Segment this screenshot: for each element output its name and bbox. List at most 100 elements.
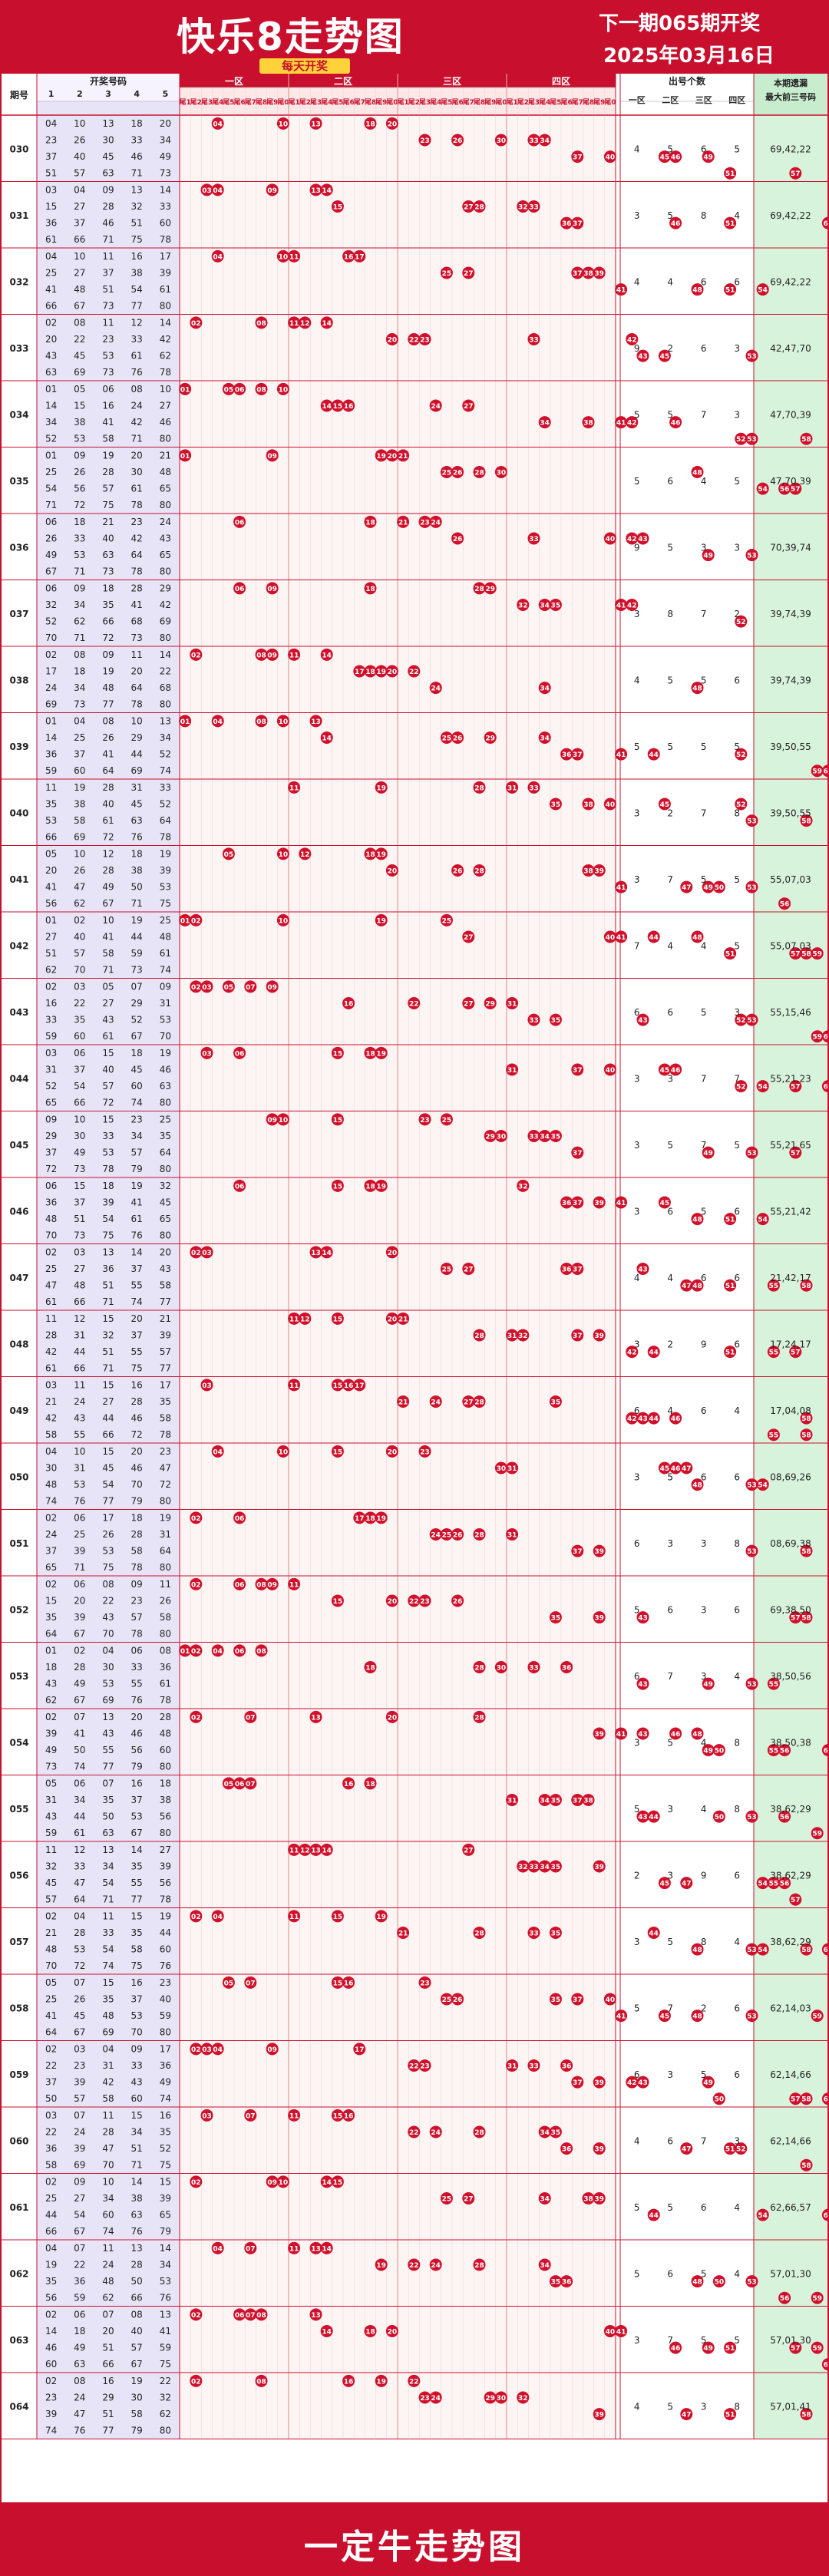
draw-number: 36 [45,218,57,229]
draw-number: 63 [102,550,114,560]
draw-number: 40 [160,1993,171,2004]
number-ball-label: 57 [791,1349,801,1357]
zone-header: 三区 [443,76,461,87]
number-ball [299,1843,312,1856]
number-ball-label: 27 [464,1266,474,1273]
draw-number: 06 [102,384,114,395]
zone-count: 5 [667,210,673,221]
number-ball [658,349,671,362]
zone-count: 5 [734,940,740,951]
number-ball [484,731,497,744]
draw-number: 32 [45,599,57,610]
number-ball-label: 46 [671,2345,681,2353]
draw-number: 10 [160,384,171,395]
number-ball-label: 05 [224,386,234,394]
number-ball-label: 05 [224,1781,234,1788]
number-ball [418,1594,431,1607]
number-ball [636,1810,649,1823]
draw-number: 67 [74,2226,85,2237]
draw-number: 05 [45,1977,57,1988]
number-ball-label: 07 [246,984,256,992]
number-ball [582,416,595,429]
zone-count: 8 [734,1538,740,1549]
number-ball [767,1677,780,1690]
number-ball-label: 01 [180,917,190,925]
zone-count: 8 [667,609,673,619]
number-ball-label: 37 [573,1548,583,1556]
number-ball-label: 04 [213,187,223,195]
draw-number: 77 [160,1296,171,1307]
number-ball [593,1727,606,1740]
number-ball-label: 04 [213,1648,223,1656]
draw-number: 34 [102,2193,114,2204]
number-ball-label: 10 [279,2179,289,2187]
number-ball-label: 03 [202,187,212,195]
missing-header-line2: 最大前三号码 [765,91,816,102]
draw-number: 71 [102,965,114,976]
number-ball [538,1793,551,1806]
draw-number: 28 [160,1712,171,1722]
tail-header: 尾8 [364,98,376,107]
draw-header-bg [37,74,180,101]
draw-number: 33 [74,1861,85,1871]
number-ball-label: 21 [398,453,408,461]
number-ball-label: 27 [464,1847,474,1854]
number-ball-label: 08 [256,1648,266,1656]
number-ball-label: 43 [638,1615,648,1623]
draw-number: 53 [74,1944,85,1955]
number-ball [353,249,366,263]
max-missing-numbers: 08,69,26 [770,1471,811,1482]
number-ball-label: 39 [594,270,604,278]
number-ball [288,1577,301,1590]
draw-number: 53 [102,1679,114,1689]
number-ball-label: 16 [344,1980,354,1987]
number-ball [767,1877,780,1890]
draw-number: 40 [102,1064,114,1075]
number-ball-label: 54 [758,486,768,494]
number-ball-label: 17 [355,1515,365,1523]
number-ball-label: 23 [420,2395,430,2403]
tail-header: 尾7 [462,98,474,107]
draw-number: 58 [102,434,114,444]
number-ball [375,1046,388,1059]
number-ball-label: 19 [376,2262,386,2270]
draw-col-header: 4 [134,89,140,99]
draw-number: 35 [160,1396,171,1407]
number-ball [778,1810,791,1823]
draw-number: 20 [160,118,171,129]
draw-number: 26 [74,467,85,477]
draw-number: 39 [102,1197,114,1207]
number-ball-label: 46 [671,420,681,428]
number-ball-label: 17 [355,1382,365,1390]
draw-number: 69 [45,699,57,710]
number-ball-label: 36 [562,2146,572,2154]
number-ball [636,1677,649,1690]
number-ball-label: 60 [824,1084,827,1091]
number-ball [473,200,486,213]
number-ball-label: 40 [606,154,616,162]
draw-number: 13 [160,715,171,726]
number-ball-label: 28 [474,867,484,875]
tail-header: 尾8 [473,98,485,107]
draw-number: 32 [131,201,143,212]
draw-number: 03 [45,1379,57,1390]
zone-count: 5 [634,1804,640,1815]
number-ball-label: 48 [692,469,702,477]
draw-number: 05 [74,384,85,395]
number-ball-label: 19 [376,1183,386,1191]
number-ball-label: 39 [594,2412,604,2419]
number-ball-label: 33 [529,336,539,344]
draw-number: 76 [131,832,143,843]
number-ball-label: 35 [551,1399,561,1406]
draw-number: 45 [160,1197,171,1207]
number-ball [288,1379,301,1392]
draw-number: 41 [45,882,57,893]
number-ball-label: 06 [235,1515,245,1523]
zone-count: 5 [667,409,673,420]
draw-number: 60 [160,1745,171,1755]
draw-number: 58 [160,1280,171,1291]
number-ball-label: 36 [562,2062,572,2070]
draw-number: 33 [131,134,143,145]
number-ball-label: 34 [540,2195,550,2203]
number-ball-label: 51 [725,220,735,228]
